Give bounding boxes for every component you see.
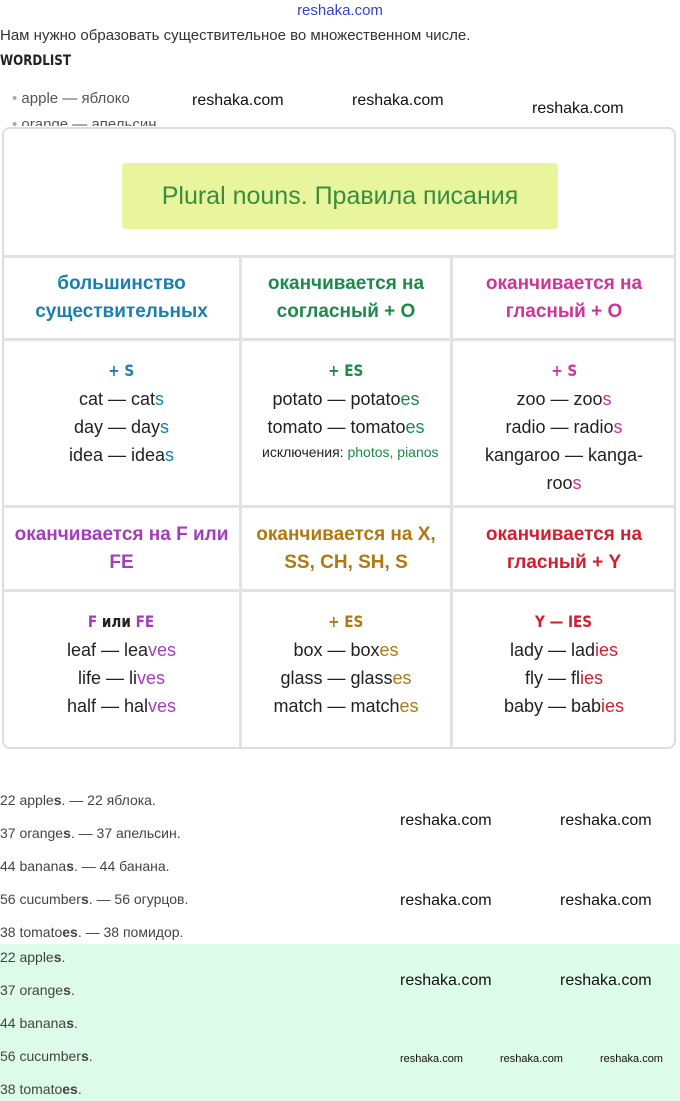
example: potato — potatoes [272,389,420,409]
example: box — boxes [293,640,399,660]
watermark: reshaka.com [560,812,652,829]
answer-line: 22 apples. — 22 яблока. [0,792,156,808]
watermark: reshaka.com [400,812,492,829]
example: leaf — leaves [66,640,177,660]
watermark: reshaka.com [532,100,624,117]
examples-vowel-o: + S zoo — zoos radio — radios kangaroo —… [453,341,675,505]
example: day — days [73,417,170,437]
examples-ies: Y — IES lady — ladies fly — flies baby —… [453,592,675,747]
wordlist-item: • apple — яблоко [12,90,130,107]
header-vowel-o: оканчивается на гласный + O [485,273,643,322]
final-answer-line: 38 tomatoes. [0,1081,82,1097]
final-answer-line: 44 bananas. [0,1015,78,1031]
examples-es: + ES box — boxes glass — glasses match —… [242,592,450,747]
header-f-fe: оканчивается на F или FE [14,523,229,573]
final-answer-box [0,944,680,1101]
example: life — lives [77,668,166,688]
header-vowel-y: оканчивается на гласный + Y [485,523,643,573]
watermark: reshaka.com [560,972,652,989]
examples-most-nouns: + S cat — cats day — days idea — ideas [4,341,239,505]
final-answer-line: 37 oranges. [0,982,75,998]
site-watermark-link[interactable]: reshaka.com [297,2,383,19]
watermark: reshaka.com [192,92,284,109]
example: fly — flies [524,668,604,688]
example: zoo — zoos [516,389,612,409]
watermark: reshaka.com [400,972,492,989]
watermark: reshaka.com [400,892,492,909]
table-title: Plural nouns. Правила писания [122,163,558,229]
final-answer-line: 22 apples. [0,949,66,965]
intro-text: Нам нужно образовать существительное во … [0,27,471,44]
watermark: reshaka.com [560,892,652,909]
watermark: reshaka.com [352,92,444,109]
answer-line: 44 bananas. — 44 банана. [0,858,170,874]
examples-consonant-o: + ES potato — potatoes tomato — tomatoes… [242,341,450,505]
example: baby — babies [503,696,625,716]
exceptions-note: исключения: photos, pianos [262,444,439,460]
answer-line: 38 tomatoes. — 38 помидор. [0,924,184,940]
watermark: reshaka.com [400,1053,463,1065]
example: match — matches [273,696,419,716]
example: lady — ladies [509,640,619,660]
answer-line: 56 cucumbers. — 56 огурцов. [0,891,189,907]
plural-rules-table [2,127,676,749]
examples-f-fe: F или FE leaf — leaves life — lives half… [4,592,239,747]
wordlist-item: • orange — апельсин [12,116,157,126]
example: radio — radios [505,417,623,437]
header-most-nouns: большинство существительных [35,273,208,322]
wordlist-title: WORDLIST [0,53,71,69]
example: idea — ideas [68,445,175,465]
example: half — halves [66,696,177,716]
watermark: reshaka.com [600,1053,663,1065]
example: tomato — tomatoes [267,417,425,437]
answer-line: 37 oranges. — 37 апельсин. [0,825,181,841]
example: kangaroo — kanga-roos [484,445,644,493]
final-answer-line: 56 cucumbers. [0,1048,93,1064]
header-consonant-o: оканчивается на согласный + O [267,273,425,322]
example: glass — glasses [280,668,412,688]
header-x-ss-ch-sh-s: оканчивается на X, SS, CH, SH, S [256,523,436,573]
watermark: reshaka.com [500,1053,563,1065]
example: cat — cats [78,389,165,409]
